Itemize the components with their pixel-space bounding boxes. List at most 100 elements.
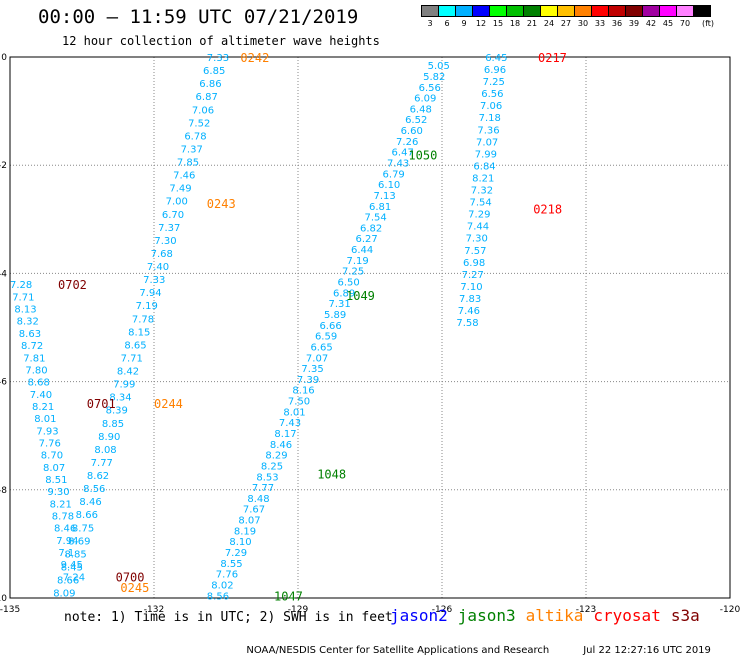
x-tick-label: -123 xyxy=(576,605,596,615)
satellite-legend-jason3: jason3 xyxy=(457,606,516,625)
color-scale-tick-label: 70 xyxy=(679,19,691,28)
track-time-label: 1050 xyxy=(408,148,437,162)
swh-data-label: 8.51 xyxy=(45,475,67,486)
swh-data-label: 7.29 xyxy=(225,548,247,559)
swh-data-label: 7.71 xyxy=(121,353,143,364)
swh-data-label: 6.66 xyxy=(319,321,341,332)
swh-data-label: 7.49 xyxy=(169,184,191,195)
swh-data-label: 7.57 xyxy=(464,246,486,257)
color-scale-tick-label: 45 xyxy=(662,19,674,28)
swh-data-label: 7.29 xyxy=(468,210,490,221)
y-tick-label: -2 xyxy=(0,161,7,171)
swh-data-label: 8.17 xyxy=(274,429,296,440)
swh-data-label: 7.40 xyxy=(30,390,52,401)
swh-data-label: 5.05 xyxy=(428,61,450,72)
swh-data-label: 7.46 xyxy=(458,306,480,317)
swh-data-label: 8.62 xyxy=(87,471,109,482)
swh-data-label: 7.43 xyxy=(279,418,301,429)
swh-data-label: 8.46 xyxy=(79,497,101,508)
y-tick-label: 0 xyxy=(1,53,7,63)
swh-data-label: 6.78 xyxy=(184,131,206,142)
swh-data-label: 8.56 xyxy=(83,484,105,495)
swh-data-label: 7.37 xyxy=(158,223,180,234)
swh-data-label: 6.59 xyxy=(315,332,337,343)
swh-data-label: 8.09 xyxy=(53,589,75,600)
swh-data-label: 8.85 xyxy=(64,549,86,560)
swh-data-label: 7.26 xyxy=(396,137,418,148)
swh-data-label: 8.08 xyxy=(94,445,116,456)
swh-data-label: 7.77 xyxy=(252,483,274,494)
swh-data-label: 8.15 xyxy=(128,327,150,338)
swh-data-label: 7.33 xyxy=(207,53,229,64)
color-swatch xyxy=(693,5,711,17)
swh-data-label: 7.36 xyxy=(477,125,499,136)
color-scale-legend: 3 6 9 12 15 18 21 24 27 30 33 36 39 42 45 70 (ft) xyxy=(421,5,740,29)
swh-data-label: 7.58 xyxy=(456,318,478,329)
color-scale-tick-label: 21 xyxy=(526,19,538,28)
color-scale-tick-label: 42 xyxy=(645,19,657,28)
swh-data-label: 7.83 xyxy=(459,294,481,305)
track-time-label: 1049 xyxy=(346,289,375,303)
swh-data-label: 7.67 xyxy=(243,505,265,516)
swh-data-label: 7.19 xyxy=(136,301,158,312)
swh-data-label: 7.31 xyxy=(328,299,350,310)
swh-data-label: 6.65 xyxy=(310,342,332,353)
swh-data-label: 6.50 xyxy=(337,278,359,289)
swh-data-label: 6.52 xyxy=(405,115,427,126)
swh-data-label: 6.56 xyxy=(419,83,441,94)
swh-data-label: 6.44 xyxy=(351,245,373,256)
track-time-label: 0700 xyxy=(116,570,145,584)
swh-data-label: 5.89 xyxy=(324,310,346,321)
swh-data-label: 7.81 xyxy=(23,353,45,364)
swh-data-label: 8.10 xyxy=(229,537,251,548)
swh-data-label: 8.34 xyxy=(109,393,131,404)
swh-data-label: 6.89 xyxy=(333,288,355,299)
swh-data-label: 7.71 xyxy=(12,292,34,303)
satellite-legend-s3a: s3a xyxy=(670,606,700,625)
satellite-legend-jason2: jason2 xyxy=(390,606,448,625)
swh-data-label: 7.25 xyxy=(483,77,505,88)
swh-data-label: 9.30 xyxy=(47,487,69,498)
color-scale-unit: (ft) xyxy=(701,19,715,28)
swh-data-label: 7.76 xyxy=(216,570,238,581)
swh-data-label: 8.85 xyxy=(102,419,124,430)
swh-data-label: 8.21 xyxy=(50,499,72,510)
swh-data-label: 7.24 xyxy=(63,572,85,583)
swh-data-label: 8.72 xyxy=(21,341,43,352)
track-time-label: 0243 xyxy=(207,197,236,211)
swh-data-label: 8.75 xyxy=(72,523,94,534)
swh-data-label: 7.10 xyxy=(460,282,482,293)
swh-data-label: 6.27 xyxy=(356,234,378,245)
swh-data-label: 8.01 xyxy=(34,414,56,425)
track-time-label: 0702 xyxy=(58,278,87,292)
color-scale-tick-label: 24 xyxy=(543,19,555,28)
swh-data-label: 8.46 xyxy=(54,524,76,535)
footer: NOAA/NESDIS Center for Satellite Applica… xyxy=(240,634,740,656)
swh-data-label: 7.07 xyxy=(476,137,498,148)
satellite-legend: jason2 jason3 altika cryosat s3a xyxy=(390,606,710,625)
swh-data-label: 6.79 xyxy=(383,169,405,180)
satellite-legend-altika: altika xyxy=(525,606,584,625)
track-time-label: 0701 xyxy=(87,397,116,411)
swh-data-label: 7.76 xyxy=(39,438,61,449)
swh-data-label: 7.52 xyxy=(188,118,210,129)
swh-data-label: 6.47 xyxy=(392,148,414,159)
swh-data-label: 8.48 xyxy=(247,494,269,505)
swh-data-label: 7.46 xyxy=(173,171,195,182)
swh-data-label: 8.02 xyxy=(211,580,233,591)
track-time-label: 0218 xyxy=(533,202,562,216)
swh-data-label: 7.77 xyxy=(91,458,113,469)
color-scale-swatches xyxy=(421,5,740,17)
swh-data-label: 7.94 xyxy=(56,536,78,547)
swh-data-label: 6.98 xyxy=(463,258,485,269)
swh-data-label: 8.66 xyxy=(76,510,98,521)
y-tick-label: -10 xyxy=(0,594,7,604)
color-scale-tick-label: 33 xyxy=(594,19,606,28)
plot-frame xyxy=(9,56,731,599)
swh-data-label: 6.85 xyxy=(203,66,225,77)
swh-data-label: 8.07 xyxy=(238,516,260,527)
swh-data-label: 8.21 xyxy=(472,173,494,184)
footer-credit: NOAA/NESDIS Center for Satellite Applica… xyxy=(246,645,550,656)
swh-data-label: 8.16 xyxy=(292,386,314,397)
